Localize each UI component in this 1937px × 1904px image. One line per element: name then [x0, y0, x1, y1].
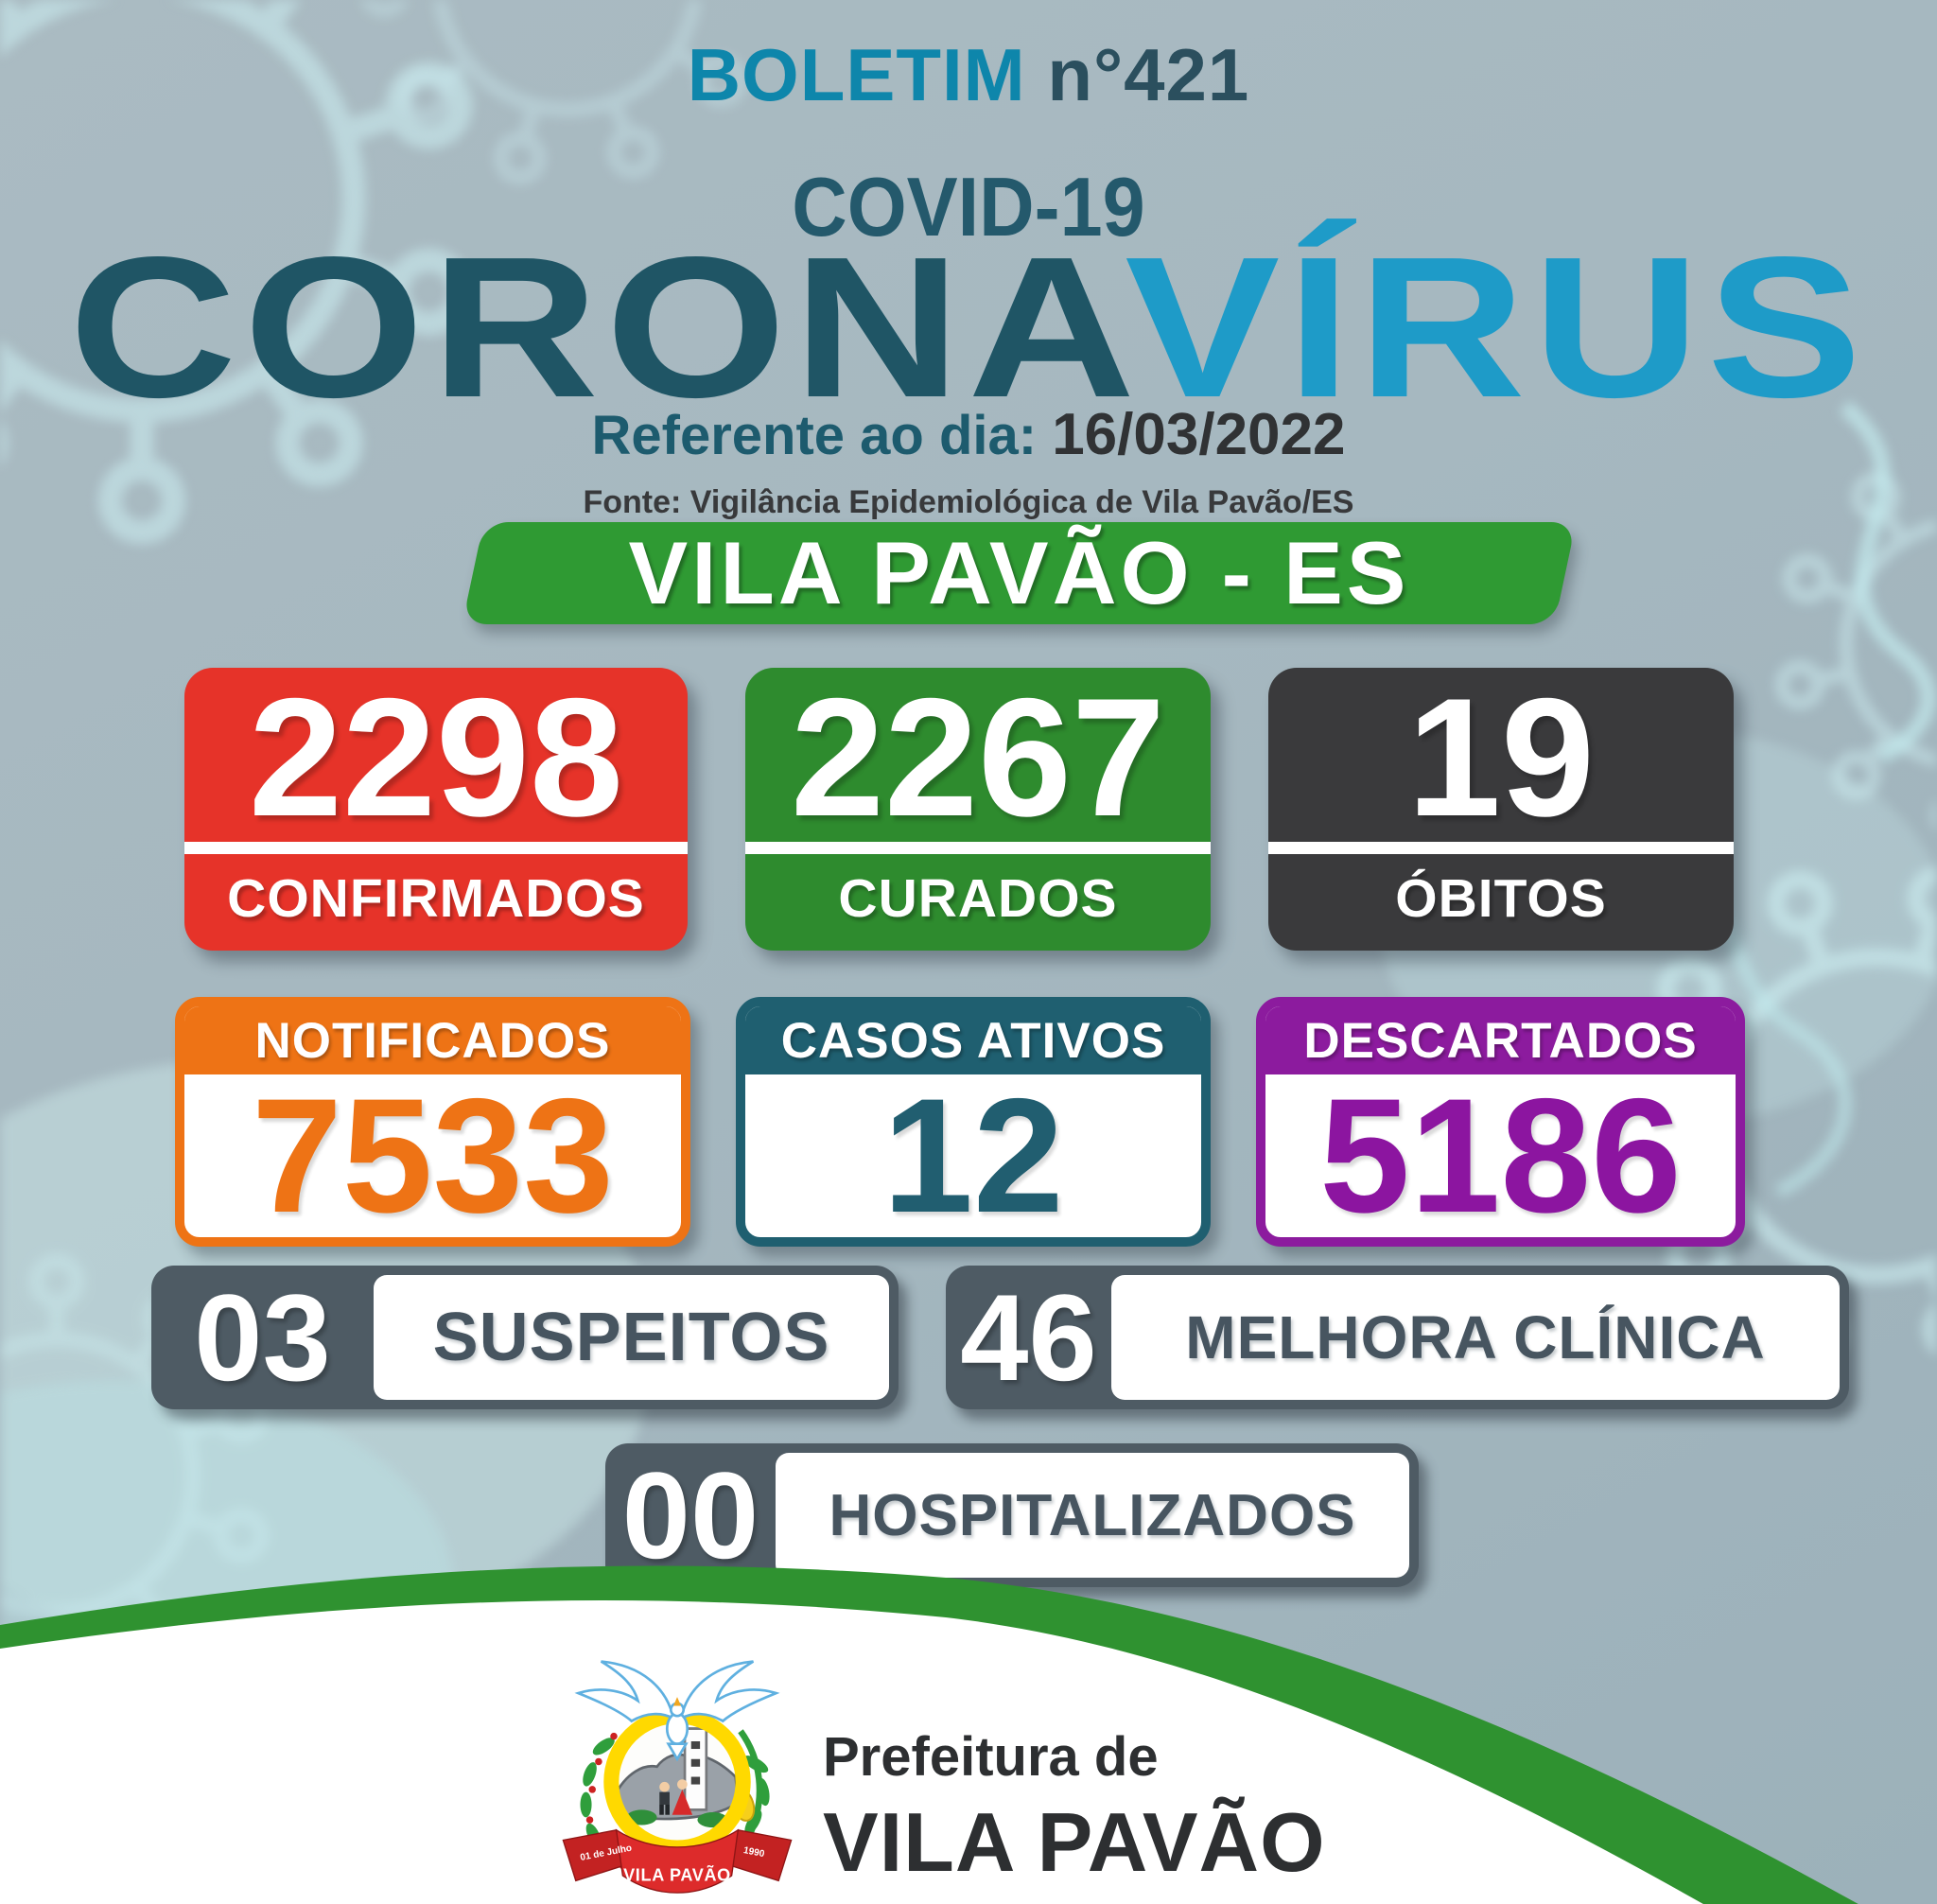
- cured-divider: [745, 842, 1211, 854]
- clinical-improvement-value: 46: [960, 1268, 1097, 1406]
- active-cases-value: 12: [882, 1065, 1064, 1247]
- confirmed-value: 2298: [249, 663, 623, 851]
- active-cases-panel: CASOS ATIVOS 12: [736, 997, 1211, 1247]
- suspects-label-panel: SUSPEITOS: [374, 1275, 889, 1400]
- hospitalized-label: HOSPITALIZADOS: [829, 1482, 1356, 1548]
- discarded-value: 5186: [1319, 1065, 1682, 1247]
- reference-date-line: Referente ao dia: 16/03/2022: [0, 401, 1937, 468]
- disease-subtitle: COVID-19: [0, 159, 1937, 255]
- secondary-stats-row: NOTIFICADOS 7533 CASOS ATIVOS 12 DESCART…: [175, 997, 1745, 1247]
- deaths-divider: [1268, 842, 1734, 854]
- hospitalized-label-panel: HOSPITALIZADOS: [776, 1453, 1409, 1578]
- hospitalized-value: 00: [621, 1446, 759, 1584]
- seal-ribbon-center-text: VILA PAVÃO: [623, 1864, 731, 1884]
- coronavirus-title: CORONAVÍRUS: [0, 227, 1937, 428]
- date-value: 16/03/2022: [1052, 402, 1346, 467]
- clinical-improvement-label-panel: MELHORA CLÍNICA: [1111, 1275, 1840, 1400]
- dove-icon: [574, 1660, 780, 1762]
- org-name-block: Prefeitura de VILA PAVÃO: [823, 1725, 1326, 1891]
- clinical-improvement-pill: 46 MELHORA CLÍNICA: [946, 1266, 1849, 1409]
- source-line: Fonte: Vigilância Epidemiológica de Vila…: [583, 484, 1354, 520]
- title-corona-part: CORONA: [68, 215, 1126, 439]
- cured-card: 2267 CURADOS: [745, 668, 1211, 951]
- city-seal: 01 de Julho 1990 VILA PAVÃO: [562, 1660, 793, 1894]
- deaths-card: 19 ÓBITOS: [1268, 668, 1734, 951]
- clinical-improvement-label: MELHORA CLÍNICA: [1185, 1303, 1766, 1371]
- suspects-value: 03: [194, 1268, 331, 1406]
- bulletin-word: BOLETIM: [687, 33, 1026, 116]
- confirmed-card: 2298 CONFIRMADOS: [184, 668, 688, 951]
- location-banner: VILA PAVÃO - ES: [462, 522, 1577, 624]
- cured-value: 2267: [791, 663, 1165, 851]
- deaths-label: ÓBITOS: [1395, 868, 1607, 929]
- discarded-header: DESCARTADOS: [1265, 1006, 1736, 1074]
- confirmed-divider: [184, 842, 688, 854]
- notified-panel: NOTIFICADOS 7533: [175, 997, 690, 1247]
- bulletin-number: n°421: [1047, 33, 1250, 116]
- seal-ribbon: [562, 1828, 793, 1894]
- seal-ribbon-right-text: 1990: [742, 1845, 765, 1860]
- org-name: VILA PAVÃO: [823, 1795, 1326, 1889]
- suspects-label: SUSPEITOS: [432, 1300, 830, 1375]
- bulletin-title-line: BOLETIM n°421: [0, 32, 1937, 118]
- primary-stats-row: 2298 CONFIRMADOS 2267 CURADOS 19 ÓBITOS: [184, 668, 1734, 951]
- deaths-value: 19: [1407, 663, 1595, 851]
- footer-curve: [0, 1565, 1858, 1904]
- disease-label: COVID-19: [792, 160, 1145, 253]
- notified-header: NOTIFICADOS: [184, 1006, 681, 1074]
- active-cases-header: CASOS ATIVOS: [745, 1006, 1201, 1074]
- hospitalized-pill: 00 HOSPITALIZADOS: [605, 1443, 1419, 1587]
- suspects-pill: 03 SUSPEITOS: [151, 1266, 899, 1409]
- cured-label: CURADOS: [838, 868, 1118, 929]
- date-label: Referente ao dia:: [591, 405, 1038, 466]
- discarded-panel: DESCARTADOS 5186: [1256, 997, 1745, 1247]
- location-banner-label: VILA PAVÃO - ES: [628, 523, 1410, 622]
- org-prefix: Prefeitura de: [823, 1726, 1159, 1788]
- confirmed-label: CONFIRMADOS: [227, 868, 645, 929]
- notified-value: 7533: [252, 1065, 614, 1247]
- title-virus-part: VÍRUS: [1125, 215, 1869, 439]
- seal-scene: [612, 1716, 740, 1828]
